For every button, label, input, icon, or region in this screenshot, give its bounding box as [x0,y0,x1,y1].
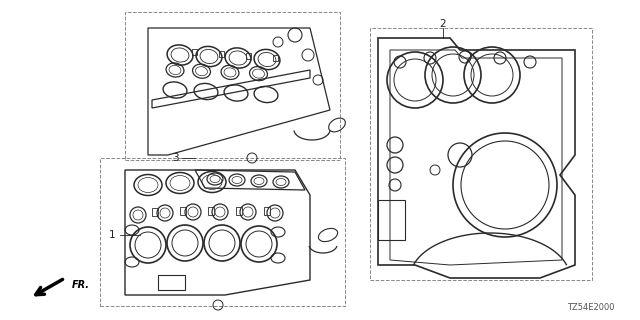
Bar [100,158,345,306]
Text: TZ54E2000: TZ54E2000 [568,303,615,312]
Text: FR.: FR. [72,280,90,290]
Bar [370,28,592,280]
Text: 2: 2 [440,19,446,29]
Bar [125,12,340,160]
Text: 1: 1 [109,230,115,240]
Text: 3: 3 [172,153,179,163]
